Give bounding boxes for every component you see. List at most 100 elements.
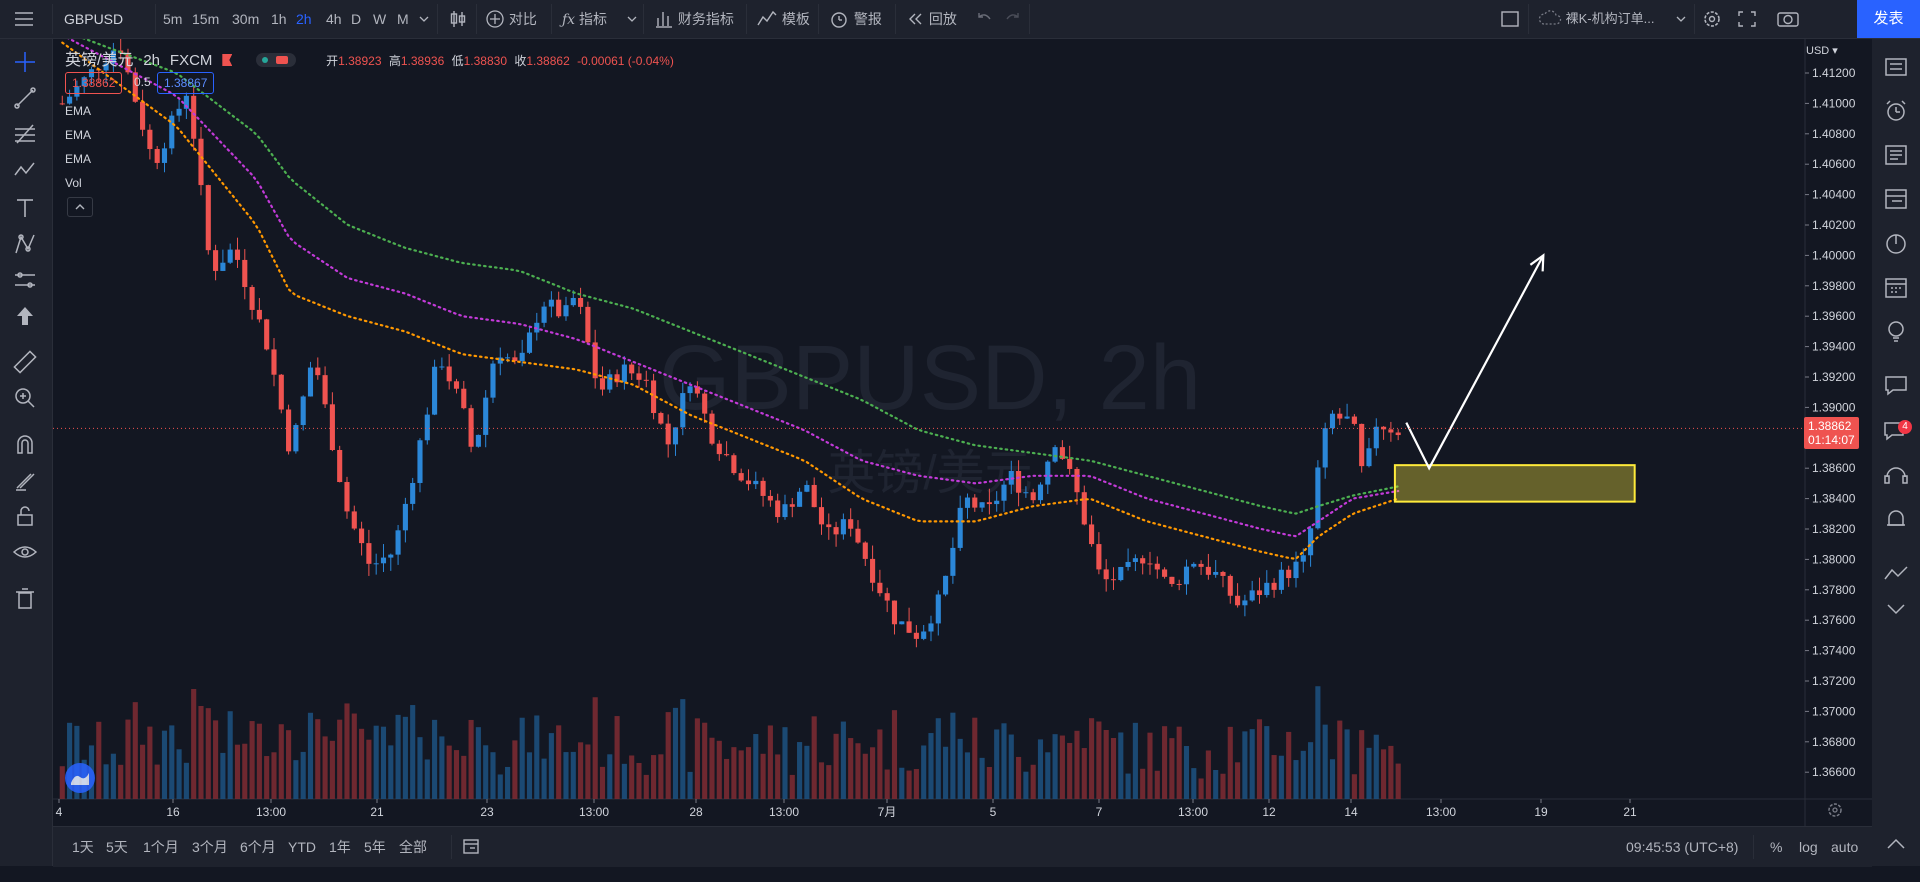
symbol-search[interactable]: GBPUSD	[64, 11, 124, 27]
support-icon[interactable]	[1882, 461, 1910, 489]
interval-W[interactable]: W	[373, 11, 387, 27]
interval-15m[interactable]: 15m	[192, 11, 220, 27]
range-3[interactable]: 3个月	[192, 839, 228, 855]
ideas-icon[interactable]	[1882, 317, 1910, 345]
range-5[interactable]: YTD	[288, 839, 316, 855]
publish-button[interactable]: 发表	[1857, 0, 1920, 38]
goto-date-icon[interactable]	[461, 827, 481, 867]
undo-icon[interactable]	[975, 0, 993, 38]
interval-1h[interactable]: 1h	[271, 11, 287, 27]
pattern-icon[interactable]	[12, 157, 38, 183]
gear-icon[interactable]	[1826, 801, 1844, 824]
trendline-icon[interactable]	[12, 85, 38, 111]
indicator-volume[interactable]: Vol	[65, 176, 82, 190]
chat-icon[interactable]	[1882, 371, 1910, 399]
chevron-down-icon[interactable]	[418, 0, 430, 38]
gear-icon[interactable]	[1700, 0, 1724, 38]
menu-icon[interactable]	[12, 0, 36, 38]
hotlist-icon[interactable]	[1882, 229, 1910, 257]
candle	[935, 590, 941, 636]
news-icon[interactable]	[1882, 141, 1910, 169]
replay-button[interactable]: 回放	[905, 0, 957, 38]
shapes-icon[interactable]	[12, 231, 38, 257]
chevron-down-icon[interactable]	[1675, 0, 1687, 38]
candle	[103, 57, 109, 84]
demand-zone-rectangle[interactable]	[1393, 464, 1636, 503]
watchlist-icon[interactable]	[1882, 53, 1910, 81]
indicator-ema-1[interactable]: EMA	[65, 104, 92, 118]
calendar-icon[interactable]	[1882, 273, 1910, 301]
indicators-button[interactable]: ƒx 指标	[562, 0, 607, 38]
candle	[804, 480, 810, 493]
buy-price-button[interactable]: 1.38867	[157, 72, 215, 94]
fullscreen-icon[interactable]	[1736, 0, 1758, 38]
interval-2h[interactable]: 2h	[296, 11, 312, 27]
alarm-clock-icon[interactable]	[1882, 97, 1910, 125]
pencil-lock-icon[interactable]	[12, 467, 38, 493]
volume-bar	[534, 715, 540, 799]
bell-icon[interactable]	[1882, 505, 1910, 533]
interval-5m[interactable]: 5m	[163, 11, 183, 27]
volume-bar	[286, 730, 292, 799]
fib-icon[interactable]	[12, 121, 38, 147]
financials-button[interactable]: 财务指标	[654, 0, 734, 38]
camera-icon[interactable]	[1776, 0, 1800, 38]
arrow-head[interactable]	[1529, 253, 1545, 272]
text-icon[interactable]	[12, 195, 38, 221]
market-status-toggle[interactable]	[256, 53, 297, 67]
interval-30m[interactable]: 30m	[232, 11, 260, 27]
volume-bar	[789, 774, 795, 799]
percent-scale-toggle[interactable]: %	[1770, 839, 1783, 855]
arrow-up-icon[interactable]	[12, 303, 38, 329]
interval-D[interactable]: D	[351, 11, 362, 27]
magnet-icon[interactable]	[12, 431, 38, 457]
redo-icon[interactable]	[1004, 0, 1022, 38]
range-4[interactable]: 6个月	[240, 839, 276, 855]
time-tick-label: 23	[480, 805, 494, 819]
clock[interactable]: 09:45:53 (UTC+8)	[1626, 839, 1739, 855]
eye-icon[interactable]	[12, 539, 38, 565]
templates-button[interactable]: 模板	[756, 0, 810, 38]
collapse-legend-button[interactable]	[67, 197, 93, 217]
trading-panel-icon[interactable]	[1882, 559, 1910, 587]
volume-bar	[724, 758, 730, 799]
alert-button[interactable]: 警报	[828, 0, 882, 38]
currency-button[interactable]: USD ▾	[1806, 45, 1838, 57]
chevron-down-icon[interactable]	[626, 0, 638, 38]
user-drawings[interactable]	[1393, 253, 1636, 503]
layout-icon[interactable]	[1500, 0, 1520, 38]
auto-scale-toggle[interactable]: auto	[1831, 839, 1859, 855]
data-window-icon[interactable]	[1882, 185, 1910, 213]
chevron-up-icon[interactable]	[1882, 830, 1910, 858]
high-label: 高	[388, 54, 401, 68]
chevron-down-icon[interactable]	[1882, 595, 1910, 623]
crosshair-icon[interactable]	[12, 49, 38, 75]
interval-M[interactable]: M	[397, 11, 409, 27]
range-0[interactable]: 1天	[72, 839, 94, 855]
range-1[interactable]: 5天	[106, 839, 128, 855]
price-chart[interactable]: GBPUSD, 2h 英镑/美元 1.41200 1.41000 1.40800 1.…	[53, 39, 1872, 826]
ruler-lines-icon[interactable]	[12, 267, 38, 293]
time-axis[interactable]: 4 16 13:00 21 23 13:00 28 13:00 7月 5 7 13:00 12 14 13:…	[56, 799, 1637, 819]
indicator-ema-2[interactable]: EMA	[65, 128, 92, 142]
layout-name-button[interactable]: 裸K-机构订单...	[1538, 0, 1654, 38]
indicator-ema-3[interactable]: EMA	[65, 152, 92, 166]
compare-button[interactable]: 对比	[485, 0, 537, 38]
interval-4h[interactable]: 4h	[326, 11, 342, 27]
candle	[782, 494, 788, 520]
lock-icon[interactable]	[12, 503, 38, 529]
sell-price-button[interactable]: 1.38862	[65, 72, 123, 94]
flag-icon[interactable]	[222, 54, 233, 66]
legend-title[interactable]: 英镑/美元	[65, 52, 134, 69]
projection-path[interactable]	[1405, 254, 1545, 471]
range-6[interactable]: 1年	[329, 839, 351, 855]
candles-icon[interactable]	[448, 0, 468, 38]
range-2[interactable]: 1个月	[143, 839, 179, 855]
log-scale-toggle[interactable]: log	[1799, 839, 1818, 855]
trash-icon[interactable]	[12, 585, 38, 611]
range-7[interactable]: 5年	[364, 839, 386, 855]
range-8[interactable]: 全部	[399, 839, 427, 855]
zoom-icon[interactable]	[12, 385, 38, 411]
tradingview-logo-icon[interactable]	[65, 763, 95, 793]
ruler-icon[interactable]	[12, 349, 38, 375]
